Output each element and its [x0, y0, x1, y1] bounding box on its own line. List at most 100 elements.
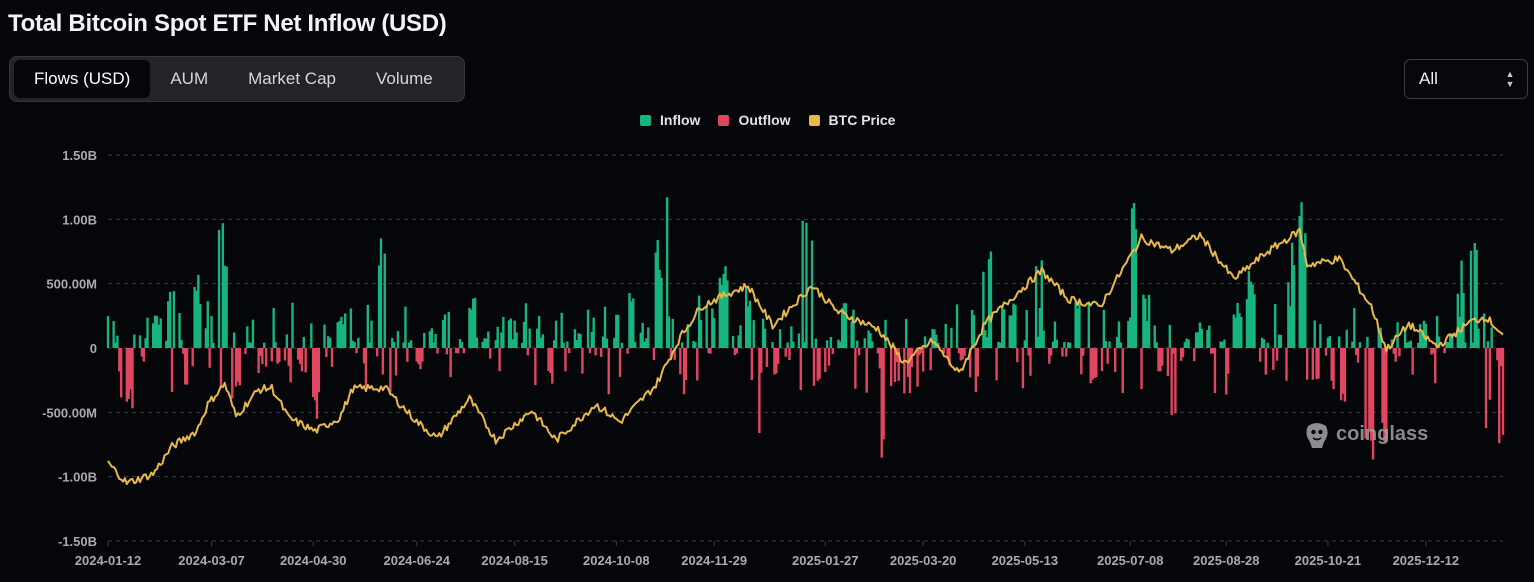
inflow-bar[interactable]: [672, 319, 674, 348]
inflow-bar[interactable]: [694, 342, 696, 348]
inflow-bar[interactable]: [1108, 341, 1110, 348]
outflow-bar[interactable]: [1325, 348, 1327, 356]
inflow-bar[interactable]: [286, 334, 288, 348]
outflow-bar[interactable]: [489, 348, 491, 359]
inflow-bar[interactable]: [681, 342, 683, 348]
outflow-bar[interactable]: [788, 348, 790, 360]
outflow-bar[interactable]: [231, 348, 233, 398]
inflow-bar[interactable]: [973, 315, 975, 348]
inflow-bar[interactable]: [815, 339, 817, 348]
outflow-bar[interactable]: [355, 348, 357, 353]
outflow-bar[interactable]: [244, 348, 246, 354]
outflow-bar[interactable]: [1344, 348, 1346, 402]
inflow-bar[interactable]: [291, 303, 293, 348]
outflow-bar[interactable]: [1167, 348, 1169, 376]
inflow-bar[interactable]: [444, 314, 446, 348]
inflow-bar[interactable]: [344, 313, 346, 348]
outflow-bar[interactable]: [120, 348, 122, 397]
inflow-bar[interactable]: [1187, 340, 1189, 348]
outflow-bar[interactable]: [261, 348, 263, 364]
inflow-bar[interactable]: [404, 307, 406, 348]
outflow-bar[interactable]: [1161, 348, 1163, 366]
inflow-bar[interactable]: [956, 304, 958, 348]
inflow-bar[interactable]: [1105, 341, 1107, 348]
inflow-bar[interactable]: [566, 341, 568, 348]
outflow-bar[interactable]: [131, 348, 133, 408]
outflow-bar[interactable]: [1306, 348, 1308, 380]
inflow-bar[interactable]: [1477, 329, 1479, 348]
outflow-bar[interactable]: [760, 348, 762, 373]
inflow-bar[interactable]: [1329, 336, 1331, 348]
inflow-bar[interactable]: [945, 324, 947, 348]
outflow-bar[interactable]: [284, 348, 286, 360]
outflow-bar[interactable]: [301, 348, 303, 371]
inflow-bar[interactable]: [380, 238, 382, 348]
outflow-bar[interactable]: [1411, 348, 1413, 375]
inflow-bar[interactable]: [1014, 305, 1016, 348]
outflow-bar[interactable]: [1182, 348, 1184, 357]
inflow-bar[interactable]: [1148, 295, 1150, 348]
inflow-bar[interactable]: [233, 332, 235, 348]
inflow-bar[interactable]: [434, 334, 436, 348]
inflow-bar[interactable]: [1491, 327, 1493, 348]
inflow-bar[interactable]: [739, 325, 741, 348]
outflow-bar[interactable]: [581, 348, 583, 374]
outflow-bar[interactable]: [1095, 348, 1097, 377]
inflow-bar[interactable]: [410, 340, 412, 348]
outflow-bar[interactable]: [568, 348, 570, 353]
inflow-bar[interactable]: [272, 308, 274, 348]
inflow-bar[interactable]: [367, 305, 369, 348]
outflow-bar[interactable]: [1140, 348, 1142, 389]
outflow-bar[interactable]: [1106, 348, 1108, 364]
outflow-bar[interactable]: [854, 348, 856, 389]
outflow-bar[interactable]: [1276, 348, 1278, 361]
inflow-bar[interactable]: [801, 221, 803, 348]
outflow-bar[interactable]: [653, 348, 655, 360]
outflow-bar[interactable]: [446, 348, 448, 354]
outflow-bar[interactable]: [1443, 348, 1445, 353]
outflow-bar[interactable]: [1434, 348, 1436, 383]
inflow-bar[interactable]: [225, 267, 227, 348]
outflow-bar[interactable]: [192, 348, 194, 366]
inflow-bar[interactable]: [169, 292, 171, 348]
outflow-bar[interactable]: [1227, 348, 1229, 374]
outflow-bar[interactable]: [929, 348, 931, 370]
outflow-bar[interactable]: [171, 348, 173, 392]
outflow-bar[interactable]: [1050, 348, 1052, 356]
outflow-bar[interactable]: [679, 348, 681, 374]
outflow-bar[interactable]: [751, 348, 753, 380]
outflow-bar[interactable]: [736, 348, 738, 353]
inflow-bar[interactable]: [779, 329, 781, 348]
inflow-bar[interactable]: [496, 327, 498, 348]
outflow-bar[interactable]: [1317, 348, 1319, 378]
outflow-bar[interactable]: [785, 348, 787, 357]
outflow-bar[interactable]: [922, 348, 924, 372]
outflow-bar[interactable]: [1029, 348, 1031, 376]
outflow-bar[interactable]: [1357, 348, 1359, 363]
outflow-bar[interactable]: [208, 348, 210, 368]
inflow-bar[interactable]: [1253, 294, 1255, 348]
inflow-bar[interactable]: [1069, 343, 1071, 348]
outflow-bar[interactable]: [800, 348, 802, 390]
outflow-bar[interactable]: [777, 348, 779, 364]
outflow-bar[interactable]: [1170, 348, 1172, 415]
outflow-bar[interactable]: [1214, 348, 1216, 393]
outflow-bar[interactable]: [1332, 348, 1334, 389]
inflow-bar[interactable]: [1274, 304, 1276, 348]
inflow-bar[interactable]: [826, 340, 828, 348]
outflow-bar[interactable]: [463, 348, 465, 353]
inflow-bar[interactable]: [329, 338, 331, 348]
inflow-bar[interactable]: [1462, 293, 1464, 348]
outflow-bar[interactable]: [1174, 348, 1176, 413]
outflow-bar[interactable]: [551, 348, 553, 384]
inflow-bar[interactable]: [1208, 326, 1210, 348]
outflow-bar[interactable]: [325, 348, 327, 357]
outflow-bar[interactable]: [1272, 348, 1274, 370]
outflow-bar[interactable]: [963, 348, 965, 356]
inflow-bar[interactable]: [884, 320, 886, 348]
inflow-bar[interactable]: [173, 291, 175, 348]
inflow-bar[interactable]: [606, 339, 608, 348]
outflow-bar[interactable]: [828, 348, 830, 366]
outflow-bar[interactable]: [527, 348, 529, 355]
inflow-bar[interactable]: [384, 254, 386, 348]
